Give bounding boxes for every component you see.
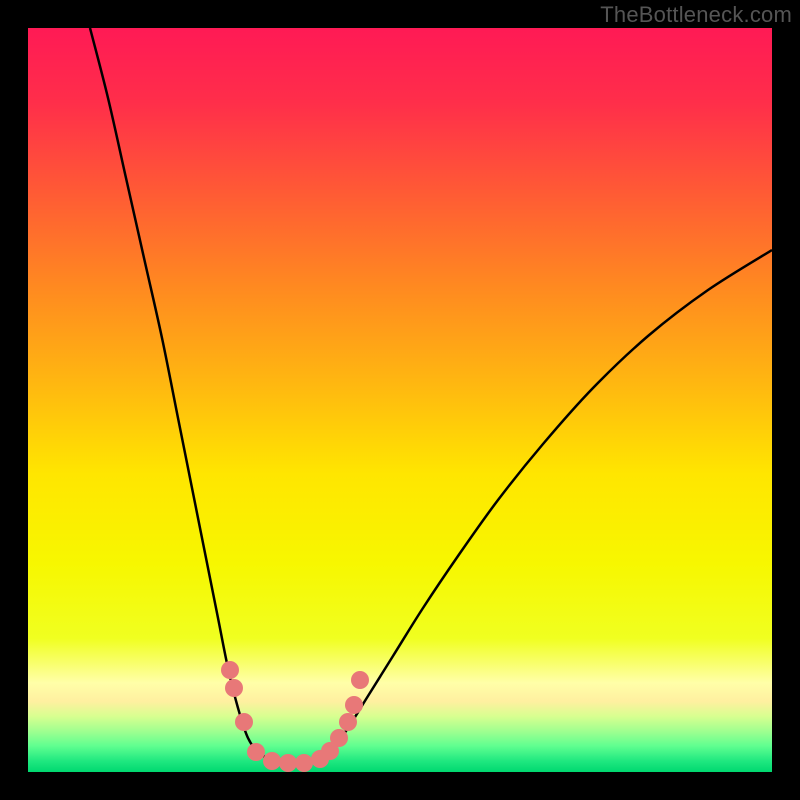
watermark-text: TheBottleneck.com — [600, 2, 792, 28]
marker-group — [221, 661, 369, 772]
data-marker — [279, 754, 297, 772]
plot-area — [28, 28, 772, 772]
data-marker — [225, 679, 243, 697]
data-marker — [235, 713, 253, 731]
right-curve — [318, 250, 772, 760]
chart-frame: TheBottleneck.com — [0, 0, 800, 800]
data-marker — [221, 661, 239, 679]
data-marker — [247, 743, 265, 761]
curve-layer — [28, 28, 772, 772]
data-marker — [351, 671, 369, 689]
data-marker — [295, 754, 313, 772]
data-marker — [345, 696, 363, 714]
data-marker — [339, 713, 357, 731]
data-marker — [330, 729, 348, 747]
data-marker — [263, 752, 281, 770]
left-curve — [90, 28, 274, 760]
